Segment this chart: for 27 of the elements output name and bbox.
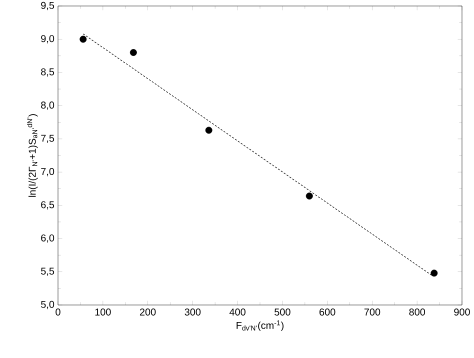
y-tick-label: 5,0	[41, 300, 54, 310]
y-tick-label: 8,0	[41, 102, 54, 110]
y-tick-label: 6,0	[41, 234, 54, 243]
x-tick-label: 400	[229, 308, 246, 316]
point	[430, 270, 438, 277]
x-tick-label: 300	[184, 308, 201, 316]
x-tick-label: 600	[320, 308, 336, 316]
x-tick-label: 800	[409, 308, 426, 316]
y-tick-label: 7,0	[41, 168, 54, 176]
x-tick-label: 200	[140, 308, 156, 316]
y-tick-label: 8,5	[41, 68, 54, 77]
x-tick-label: 0	[56, 308, 60, 316]
x-tick-label: 900	[454, 308, 470, 316]
x-tick-label: 100	[95, 308, 111, 316]
y-axis-title: ln(I/(2Γ$_{N'}$+1)S$_{aN'}$$^{dN'}$)	[27, 114, 38, 197]
x-tick-label: 500	[274, 308, 290, 316]
x-axis-title: F$_{dv'N'}$(cm$^{-1}$)	[236, 320, 284, 331]
point	[306, 192, 313, 200]
y-tick-label: 9,0	[41, 35, 54, 44]
y-tick-label: 9,5	[41, 2, 54, 10]
point	[80, 36, 87, 43]
y-tick-label: 7,5	[41, 134, 54, 143]
point	[130, 49, 137, 56]
x-tick-label: 700	[364, 308, 380, 316]
y-tick-label: 5,5	[41, 268, 54, 276]
point	[205, 126, 212, 134]
y-tick-label: 6,5	[41, 201, 54, 210]
